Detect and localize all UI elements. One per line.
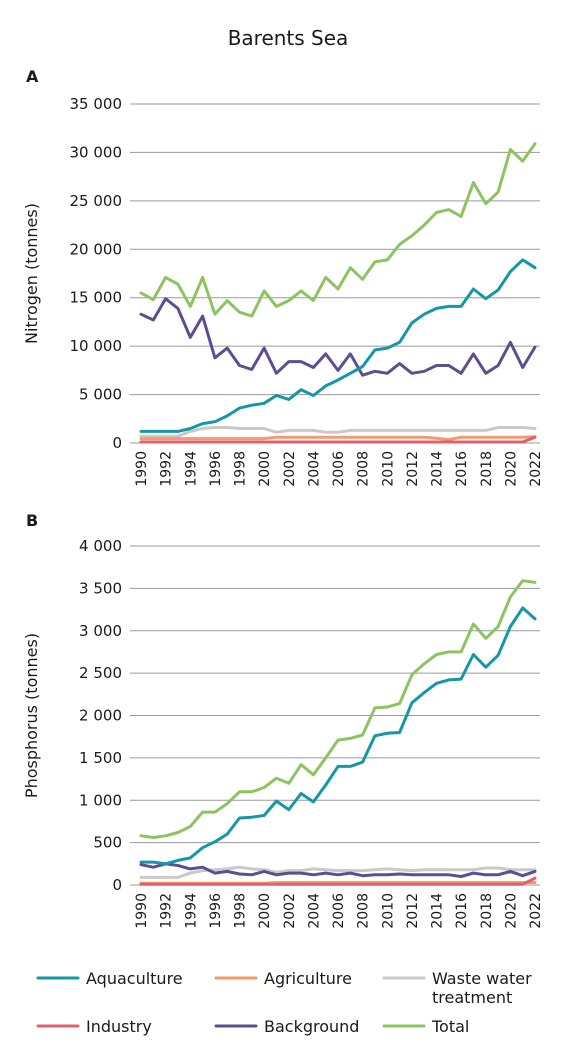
x-tick-label: 2018 [479,893,495,929]
x-tick-label: 2002 [282,893,298,929]
y-tick-label: 4 000 [79,537,122,555]
y-tick-label: 3 000 [79,622,122,640]
x-tick-label: 2012 [405,893,421,929]
x-tick-label: 1990 [134,893,150,929]
legend-label: Waste water [432,969,532,988]
legend-label: Background [264,1017,359,1036]
y-tick-label: 30 000 [70,143,123,161]
x-tick-label: 2000 [257,451,273,487]
panel-a: A Nitrogen (tonnes) 0 5 000 10 000 15 000 20 0… [22,67,544,487]
y-tick-label: 25 000 [70,192,123,210]
x-tick-label: 2014 [430,451,446,487]
series-line-industry [139,876,537,886]
y-axis-label: Phosphorus (tonnes) [22,633,41,798]
y-tick-label: 2 000 [79,707,122,725]
y-tick-label: 10 000 [70,337,123,355]
legend-item-industry: Industry [36,1017,152,1036]
x-tick-label: 1996 [208,451,224,487]
series-line-total [139,579,537,839]
x-tick-label: 2010 [380,893,396,929]
y-tick-label: 1 500 [79,749,122,767]
x-tick-label: 2016 [454,893,470,929]
y-tick-label: 0 [112,434,122,452]
x-tick-label: 2020 [503,451,519,487]
panel-letter: B [26,511,38,530]
x-tick-label: 1996 [208,893,224,929]
y-tick-label: 2 500 [79,664,122,682]
legend-item-agriculture: Agriculture [214,969,352,988]
series-line-background [139,862,537,878]
x-tick-label: 1992 [159,893,175,929]
x-tick-label: 2014 [430,893,446,929]
y-tick-label: 1 000 [79,791,122,809]
x-tick-label: 1994 [183,893,199,929]
series-line-total [139,142,537,318]
y-tick-label: 0 [112,876,122,894]
y-axis-label: Nitrogen (tonnes) [22,203,41,344]
x-tick-label: 2006 [331,893,347,929]
y-tick-label: 20 000 [70,240,123,258]
x-tick-label: 2022 [528,893,544,929]
y-tick-label: 3 500 [79,579,122,597]
x-tick-label: 1994 [183,451,199,487]
series-line-aquaculture [139,258,537,433]
x-tick-label: 1992 [159,451,175,487]
x-tick-label: 1998 [233,893,249,929]
legend-item-background: Background [214,1017,359,1036]
series-line-industry [139,435,537,444]
series-line-waste-water-treatment [139,426,537,438]
panel-letter: A [26,67,39,86]
y-tick-label: 15 000 [70,289,123,307]
legend-item-total: Total [382,1017,469,1036]
y-tick-label: 35 000 [70,95,123,113]
y-tick-label: 500 [93,834,122,852]
legend: Aquaculture Agriculture Waste watertreatme… [36,969,532,1036]
panel-b: B Phosphorus (tonnes) 0 500 1 000 1 500 2 000 2… [22,511,544,929]
series-line-aquaculture [139,606,537,866]
legend-item-aquaculture: Aquaculture [36,969,183,988]
legend-label: Industry [86,1017,152,1036]
x-tick-label: 2004 [306,893,322,929]
x-tick-label: 2018 [479,451,495,487]
x-tick-label: 2010 [380,451,396,487]
legend-label: Agriculture [264,969,352,988]
x-tick-label: 1998 [233,451,249,487]
x-tick-label: 2006 [331,451,347,487]
chart-title: Barents Sea [227,26,349,50]
x-tick-label: 2002 [282,451,298,487]
x-tick-label: 1990 [134,451,150,487]
series-line-background [139,297,537,377]
x-tick-label: 2008 [356,451,372,487]
x-tick-label: 2020 [503,893,519,929]
x-tick-label: 2022 [528,451,544,487]
x-tick-label: 2008 [356,893,372,929]
x-tick-label: 2012 [405,451,421,487]
x-tick-label: 2016 [454,451,470,487]
y-tick-label: 5 000 [79,386,122,404]
x-tick-label: 2004 [306,451,322,487]
x-tick-label: 2000 [257,893,273,929]
series-line-agriculture [139,435,537,442]
legend-label: Aquaculture [86,969,183,988]
legend-label: treatment [432,988,512,1007]
legend-label: Total [431,1017,469,1036]
